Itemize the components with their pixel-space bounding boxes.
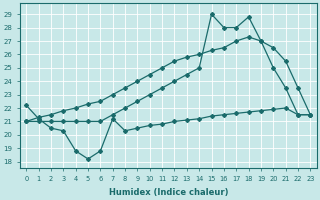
X-axis label: Humidex (Indice chaleur): Humidex (Indice chaleur): [108, 188, 228, 197]
